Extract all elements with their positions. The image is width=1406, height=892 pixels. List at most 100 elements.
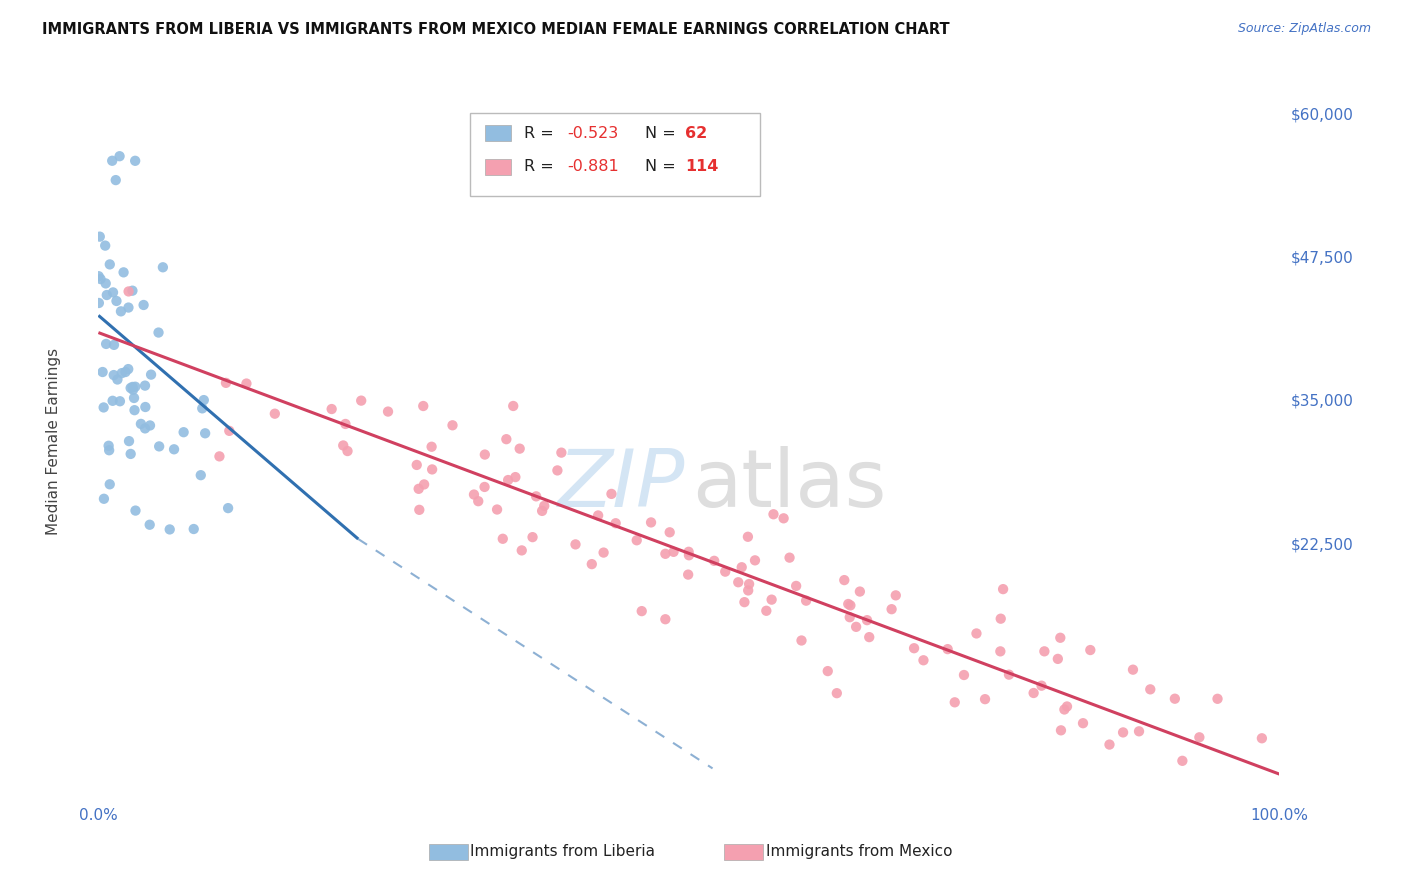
Point [965,626,987,640]
Bar [724,844,763,860]
Point [550,445,572,459]
Text: R =: R = [523,160,558,175]
Point [94,238,117,252]
Text: $60,000: $60,000 [1291,107,1354,122]
Point [112,265,135,279]
Point [533,499,555,513]
Point [990,612,1012,626]
Point [335,417,357,431]
Point [1050,723,1073,738]
Point [546,463,568,477]
Point [727,575,749,590]
Point [235,376,257,391]
Point [626,533,648,548]
Point [138,517,160,532]
Point [110,304,132,318]
Text: 114: 114 [685,160,718,175]
Point [101,393,124,408]
Point [524,489,547,503]
Point [103,338,125,352]
Point [1122,663,1144,677]
Point [420,440,443,454]
Point [89,229,111,244]
Point [502,399,524,413]
Point [738,577,761,591]
Point [103,368,125,382]
Text: N =: N = [645,126,681,141]
Point [605,516,627,531]
Point [412,399,434,413]
Point [107,372,129,386]
Point [467,494,489,508]
Text: -0.523: -0.523 [567,126,619,141]
Point [117,301,139,315]
Point [101,285,124,300]
Point [988,644,1011,658]
Point [678,545,700,559]
Point [104,173,127,187]
Point [194,426,217,441]
Point [496,473,519,487]
Point [1056,699,1078,714]
Point [839,599,862,613]
Point [217,501,239,516]
Point [124,503,146,517]
Point [124,380,146,394]
Point [492,532,515,546]
Point [1188,731,1211,745]
Point [263,407,285,421]
Point [974,692,997,706]
Point [654,547,676,561]
Text: Source: ZipAtlas.com: Source: ZipAtlas.com [1237,22,1371,36]
Text: R =: R = [523,126,558,141]
Point [486,502,509,516]
Point [832,573,855,587]
Point [1033,644,1056,658]
Point [208,450,231,464]
Point [94,277,117,291]
Point [943,695,966,709]
Point [93,401,115,415]
Bar [485,125,510,141]
Point [1046,652,1069,666]
Point [190,468,212,483]
FancyBboxPatch shape [471,112,759,196]
Point [509,442,531,456]
Point [463,487,485,501]
Point [134,400,156,414]
Point [332,438,354,452]
Point [173,425,195,440]
Point [139,418,162,433]
Point [640,516,662,530]
Point [96,288,118,302]
Point [108,394,131,409]
Point [1049,631,1071,645]
Point [105,293,128,308]
Text: $22,500: $22,500 [1291,537,1354,552]
Point [1112,725,1135,739]
Point [817,664,839,678]
Point [884,588,907,602]
Point [117,285,139,299]
Point [794,593,817,607]
Point [121,284,143,298]
Point [148,439,170,453]
Text: $35,000: $35,000 [1291,394,1354,409]
Point [101,153,124,168]
Point [336,444,359,458]
Point [522,530,544,544]
Text: atlas: atlas [693,446,887,524]
Point [654,612,676,626]
Point [377,404,399,418]
Point [94,337,117,351]
Point [953,668,976,682]
Point [321,402,343,417]
Point [779,550,801,565]
Point [998,667,1021,681]
Point [1078,643,1101,657]
Text: 62: 62 [685,126,707,141]
Point [408,503,430,517]
Point [91,365,114,379]
Point [630,604,652,618]
Point [1128,724,1150,739]
